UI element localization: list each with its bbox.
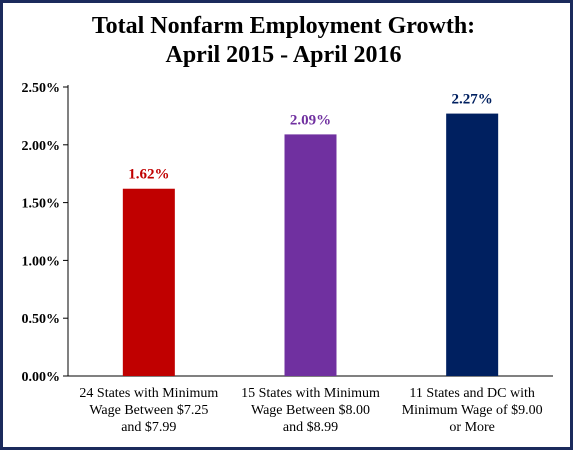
y-tick-label: 1.50% (22, 197, 61, 212)
chart-title-line-2: April 2015 - April 2016 (165, 42, 402, 68)
y-tick-label: 0.50% (22, 312, 61, 327)
chart-title: Total Nonfarm Employment Growth: April 2… (0, 12, 567, 70)
data-label: 2.09% (290, 112, 331, 128)
x-category-label: 11 States and DC with Minimum Wage of $9.… (402, 386, 543, 435)
x-category-label-line: or More (449, 420, 495, 435)
y-tick-label: 2.00% (22, 139, 61, 154)
x-category-label: 15 States with Minimum Wage Between $8.00… (241, 386, 380, 435)
bar (284, 134, 337, 376)
y-tick-label: 1.00% (22, 254, 61, 269)
x-category-label-line: Wage Between $7.25 (89, 403, 208, 418)
x-category-label-line: and $8.99 (283, 420, 338, 435)
x-category-label-line: 24 States with Minimum (79, 386, 218, 401)
y-tick-label: 2.50% (22, 81, 61, 96)
y-tick-label: 0.00% (22, 370, 61, 385)
x-category-label-line: 15 States with Minimum (241, 386, 380, 401)
bar (446, 113, 499, 376)
x-category-label-line: 11 States and DC with (409, 386, 534, 401)
bar (122, 188, 175, 376)
x-category-label: 24 States with Minimum Wage Between $7.25… (79, 386, 218, 435)
x-category-label-line: Minimum Wage of $9.00 (402, 403, 543, 418)
data-label: 1.62% (128, 167, 169, 183)
chart-title-line-1: Total Nonfarm Employment Growth: (91, 13, 476, 39)
x-category-label-line: and $7.99 (121, 420, 176, 435)
data-label: 2.27% (452, 92, 493, 108)
x-category-label-line: Wage Between $8.00 (251, 403, 370, 418)
